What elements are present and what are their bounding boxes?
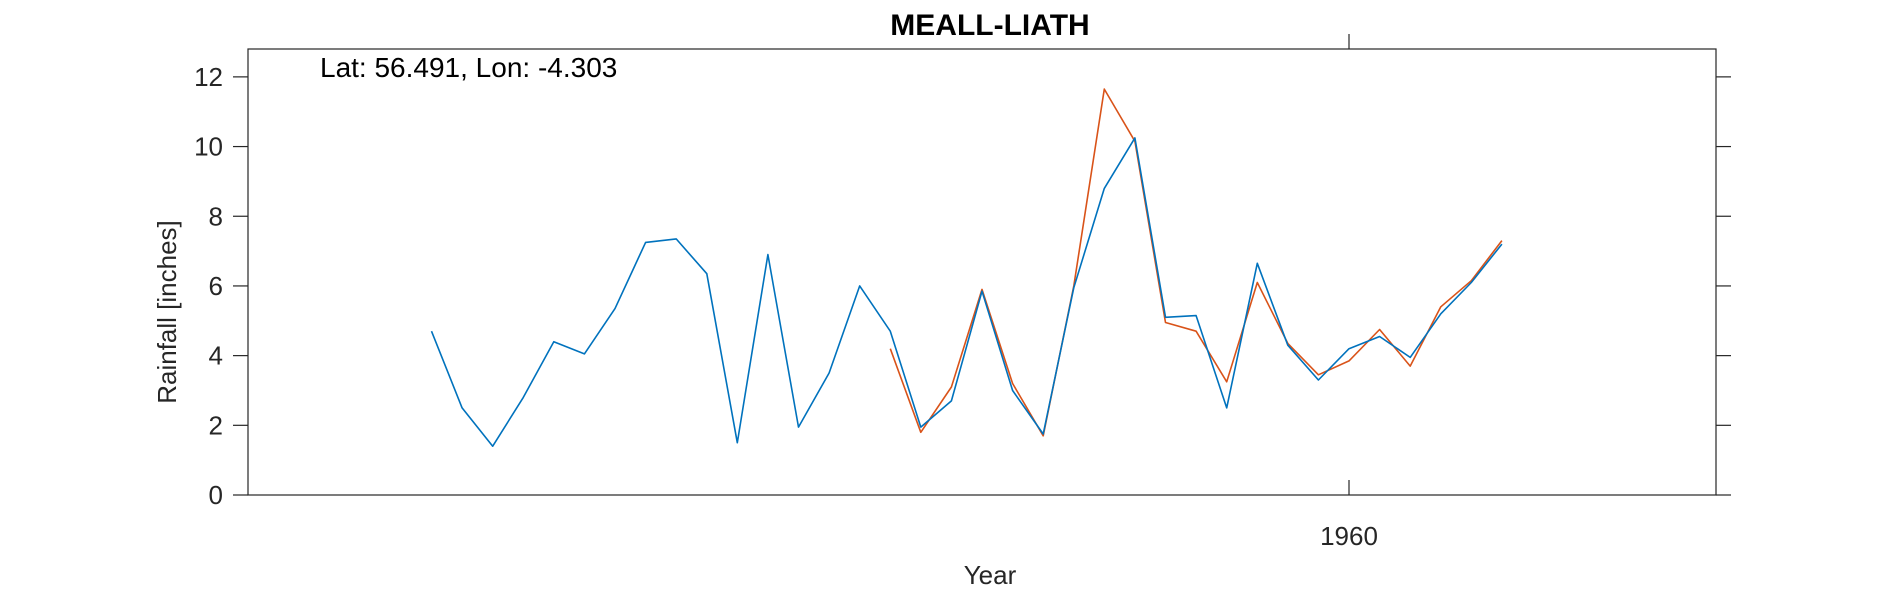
y-tick-label: 8 — [209, 201, 223, 231]
x-tick-label: 1960 — [1320, 521, 1378, 551]
y-tick-label: 2 — [209, 410, 223, 440]
y-tick-label: 0 — [209, 480, 223, 510]
y-tick-label: 12 — [194, 62, 223, 92]
x-axis-label: Year — [964, 560, 1017, 590]
y-tick-label: 6 — [209, 271, 223, 301]
y-axis-label: Rainfall [inches] — [152, 220, 182, 404]
plot-area: 0 2 4 6 8 10 12 1960 — [194, 34, 1731, 551]
series-line-blue — [430, 137, 1503, 448]
location-annotation: Lat: 56.491, Lon: -4.303 — [320, 52, 617, 83]
chart-title: MEALL-LIATH — [890, 9, 1089, 42]
y-tick-label: 10 — [194, 132, 223, 162]
series-line-orange — [889, 88, 1503, 437]
axes-box — [247, 48, 1717, 496]
y-tick-label: 4 — [209, 341, 223, 371]
